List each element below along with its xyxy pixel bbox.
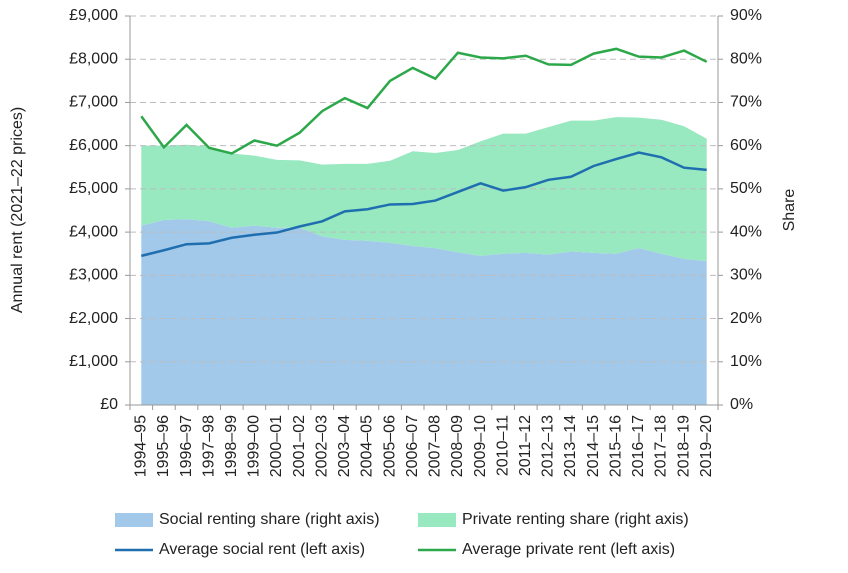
x-tick-label: 1998–99 — [223, 415, 240, 477]
y-tick-label: £3,000 — [69, 267, 118, 284]
line — [140, 47, 708, 155]
x-tick-label: 2013–14 — [562, 415, 579, 477]
y-tick-label: £9,000 — [69, 7, 118, 24]
y2-tick-label: 60% — [730, 137, 762, 154]
x-tick-label: 2015–16 — [607, 415, 624, 477]
x-tick-label: 2000–01 — [268, 415, 285, 477]
y2-axis-label: Share — [781, 189, 798, 232]
x-tick-label: 2014–15 — [585, 415, 602, 477]
x-tick-label: 2006–07 — [404, 415, 421, 477]
x-tick-label: 2007–08 — [427, 415, 444, 477]
x-tick-label: 2004–05 — [359, 415, 376, 477]
lines — [140, 47, 708, 258]
x-tick-label: 2002–03 — [313, 415, 330, 477]
x-tick-label: 1995–96 — [155, 415, 172, 477]
legend-swatch — [418, 513, 456, 527]
y-tick-label: £0 — [100, 396, 118, 413]
x-tick-label: 1999–00 — [246, 415, 263, 477]
y2-tick-label: 90% — [730, 7, 762, 24]
x-tick-label: 1997–98 — [200, 415, 217, 477]
y-tick-label: £8,000 — [69, 50, 118, 67]
y-tick-label: £5,000 — [69, 180, 118, 197]
x-tick-label: 2008–09 — [449, 415, 466, 477]
x-tick-label: 2009–10 — [472, 415, 489, 477]
y-tick-label: £2,000 — [69, 310, 118, 327]
y2-tick-label: 70% — [730, 94, 762, 111]
x-tick-label: 2017–18 — [653, 415, 670, 477]
y-axis-label: Annual rent (2021–22 prices) — [9, 107, 26, 313]
x-tick-label: 1994–95 — [133, 415, 150, 477]
legend-swatch — [115, 513, 153, 527]
grid — [130, 15, 718, 363]
x-tick-label: 2001–02 — [291, 415, 308, 477]
x-tick-label: 2010–11 — [494, 415, 511, 476]
x-tick-label: 2018–19 — [675, 415, 692, 477]
y2-tick-label: 30% — [730, 267, 762, 284]
legend-label: Private renting share (right axis) — [462, 511, 689, 528]
x-tick-label: 2012–13 — [540, 415, 557, 477]
y2-tick-label: 20% — [730, 310, 762, 327]
x-tick-label: 2005–06 — [381, 415, 398, 477]
y2-tick-label: 10% — [730, 353, 762, 370]
y-tick-label: £6,000 — [69, 137, 118, 154]
legend-label: Average social rent (left axis) — [159, 541, 365, 558]
y2-tick-label: 80% — [730, 50, 762, 67]
y2-tick-label: 50% — [730, 180, 762, 197]
y2-tick-label: 40% — [730, 223, 762, 240]
area — [141, 219, 707, 405]
legend-label: Average private rent (left axis) — [462, 541, 675, 558]
y-tick-label: £4,000 — [69, 223, 118, 240]
x-tick-label: 1996–97 — [178, 415, 195, 477]
line — [141, 151, 707, 258]
x-tick-label: 2016–17 — [630, 415, 647, 477]
x-tick-label: 2019–20 — [698, 415, 715, 477]
y-tick-label: £7,000 — [69, 94, 118, 111]
y-tick-label: £1,000 — [69, 353, 118, 370]
y2-tick-label: 0% — [730, 396, 753, 413]
legend-label: Social renting share (right axis) — [159, 511, 380, 528]
x-tick-label: 2011–12 — [517, 415, 534, 476]
x-tick-label: 2003–04 — [336, 415, 353, 477]
